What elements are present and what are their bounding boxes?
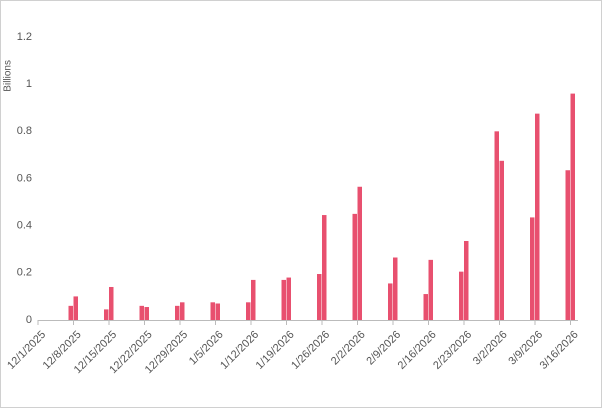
bar bbox=[210, 302, 215, 320]
bar bbox=[388, 283, 393, 320]
bar bbox=[251, 279, 256, 320]
bar bbox=[139, 305, 144, 320]
bar bbox=[357, 186, 362, 320]
y-axis-label: Billions bbox=[3, 60, 14, 92]
bar bbox=[68, 305, 73, 320]
y-tick-label: 0.2 bbox=[17, 267, 32, 279]
bar bbox=[535, 113, 540, 320]
bar bbox=[459, 271, 464, 320]
bar bbox=[352, 213, 357, 320]
y-tick-label: 1 bbox=[26, 78, 32, 90]
bar bbox=[281, 279, 286, 320]
bar bbox=[499, 160, 504, 320]
y-tick-label: 1.2 bbox=[17, 31, 32, 43]
bar bbox=[73, 296, 78, 320]
bar bbox=[246, 302, 251, 320]
bar bbox=[565, 170, 570, 320]
bar bbox=[428, 259, 433, 320]
bar bbox=[286, 277, 291, 320]
bar bbox=[570, 93, 575, 320]
bar bbox=[180, 302, 185, 320]
bar bbox=[215, 303, 220, 320]
bar bbox=[494, 131, 499, 320]
bar bbox=[175, 305, 180, 320]
bar bbox=[322, 215, 327, 320]
y-tick-label: 0.4 bbox=[17, 220, 32, 232]
bar bbox=[144, 307, 149, 320]
y-tick-label: 0.8 bbox=[17, 125, 32, 137]
bar bbox=[423, 294, 428, 320]
bar bbox=[393, 257, 398, 320]
y-tick-label: 0 bbox=[26, 314, 32, 326]
bar bbox=[464, 240, 469, 320]
bar bbox=[530, 217, 535, 320]
bar bbox=[104, 309, 109, 320]
y-tick-label: 0.6 bbox=[17, 172, 32, 184]
bar bbox=[317, 274, 322, 320]
bar bbox=[109, 286, 114, 320]
